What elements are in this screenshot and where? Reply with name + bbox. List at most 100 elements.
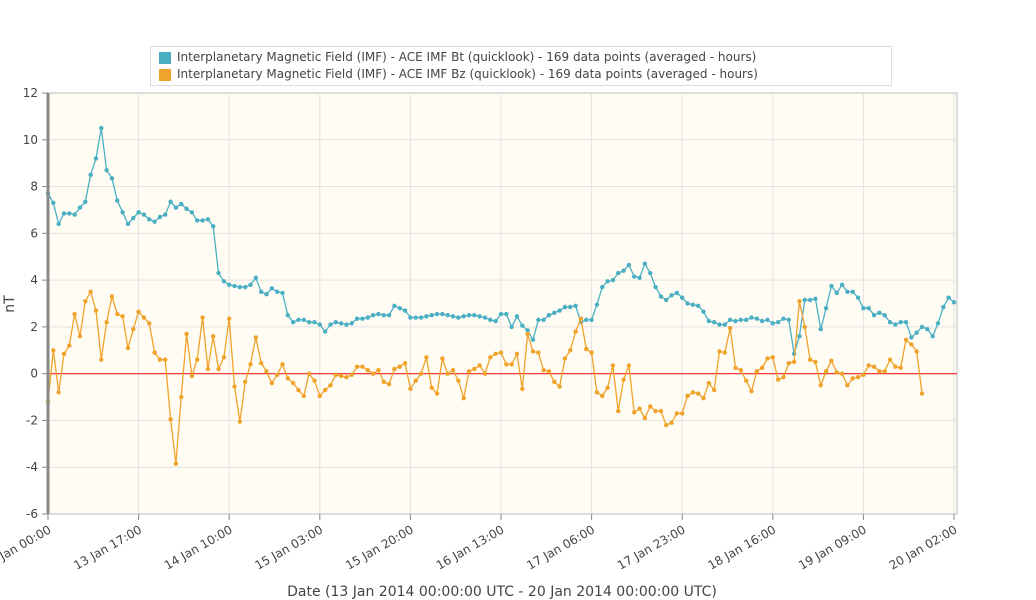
data-point-bt [115, 198, 120, 203]
data-point-bt [450, 314, 456, 319]
data-point-bt [280, 290, 285, 296]
data-point-bz [333, 372, 338, 378]
data-point-bz [642, 415, 648, 421]
y-tick-label: -2 [26, 413, 38, 427]
data-point-bz [296, 387, 301, 393]
data-point-bt [93, 156, 99, 161]
data-point-bt [482, 315, 488, 320]
data-point-bz [600, 393, 605, 399]
data-point-bz [306, 371, 312, 376]
data-point-bt [845, 289, 850, 295]
data-point-bt [456, 315, 461, 320]
data-point-bt [648, 270, 653, 276]
data-point-bt [909, 335, 914, 340]
data-point-bt [461, 314, 466, 319]
data-point-bt [520, 323, 525, 328]
data-point-bz [605, 385, 610, 390]
data-point-bt [200, 218, 205, 223]
data-point-bz [179, 394, 184, 400]
data-point-bt [605, 279, 610, 284]
data-point-bz [173, 461, 179, 466]
data-point-bt [125, 221, 131, 227]
data-point-bt [147, 217, 152, 222]
data-point-bz [370, 371, 376, 376]
y-axis-label: nT [2, 295, 18, 313]
data-point-bz [317, 393, 322, 399]
data-point-bz [701, 396, 706, 401]
data-point-bt [946, 295, 951, 300]
data-point-bz [290, 380, 296, 386]
y-tick-label: 2 [30, 320, 38, 334]
data-point-bz [61, 351, 67, 356]
data-point-bz [386, 381, 392, 387]
data-point-bt [434, 311, 440, 317]
x-tick-label: 17 Jan 06:00 [524, 522, 597, 572]
x-axis-label: Date (13 Jan 2014 00:00:00 UTC - 20 Jan … [287, 584, 717, 600]
data-point-bt [557, 308, 562, 313]
data-point-bz [797, 298, 802, 304]
data-point-bz [823, 369, 829, 374]
data-point-bt [99, 125, 104, 131]
data-point-bz [834, 370, 839, 375]
data-point-bt [818, 327, 823, 332]
data-point-bz [413, 378, 418, 383]
legend-swatch-bz [159, 68, 171, 81]
data-point-bt [903, 320, 909, 325]
data-point-bt [290, 320, 296, 325]
data-point-bz [568, 348, 573, 353]
data-point-bz [594, 390, 600, 395]
data-point-bz [440, 356, 445, 361]
data-point-bz [157, 357, 163, 362]
legend-item-bz[interactable]: Interplanetary Magnetic Field (IMF) - AC… [159, 67, 758, 82]
data-point-bz [424, 355, 429, 360]
data-point-bz [445, 371, 450, 376]
data-point-bt [195, 218, 200, 223]
data-point-bz [589, 350, 594, 355]
x-tick-label: 13 Jan 17:00 [71, 522, 144, 572]
data-point-bz [871, 364, 877, 369]
data-point-bt [882, 312, 887, 318]
data-point-bt [173, 205, 179, 210]
data-point-bt [157, 214, 163, 220]
plot-area [47, 92, 958, 515]
data-point-bz [498, 350, 504, 355]
data-point-bz [626, 363, 632, 368]
data-point-bt [306, 320, 312, 325]
data-point-bt [866, 305, 871, 311]
legend-item-bt[interactable]: Interplanetary Magnetic Field (IMF) - AC… [159, 50, 756, 65]
data-point-bt [504, 311, 509, 317]
data-point-bz [861, 372, 866, 378]
data-point-bz [466, 369, 472, 374]
data-point-bt [274, 289, 280, 295]
data-point-bt [914, 330, 919, 335]
legend-swatch-bt [159, 51, 171, 64]
data-point-bt [424, 314, 429, 319]
data-point-bt [349, 321, 354, 326]
data-point-bz [301, 393, 307, 399]
data-point-bz [248, 362, 253, 367]
data-point-bt [498, 311, 504, 317]
data-point-bt [509, 324, 514, 330]
data-point-bz [136, 309, 141, 314]
data-point-bz [205, 366, 211, 372]
data-point-bt [104, 167, 109, 173]
data-point-bz [77, 334, 83, 339]
data-point-bt [227, 282, 232, 287]
data-point-bz [573, 329, 578, 334]
data-point-bz [541, 367, 546, 373]
data-point-bz [664, 422, 669, 428]
data-point-bz [616, 408, 621, 414]
data-point-bz [509, 362, 514, 367]
data-point-bt [813, 296, 818, 302]
data-point-bt [722, 322, 728, 327]
data-point-bt [397, 305, 402, 311]
data-point-bt [152, 219, 157, 224]
data-point-bz [429, 385, 434, 390]
data-point-bt [552, 310, 557, 316]
x-tick-label: 17 Jan 23:00 [615, 522, 688, 572]
data-point-bz [280, 362, 285, 367]
data-point-bz [536, 350, 541, 355]
data-point-bz [125, 345, 131, 351]
